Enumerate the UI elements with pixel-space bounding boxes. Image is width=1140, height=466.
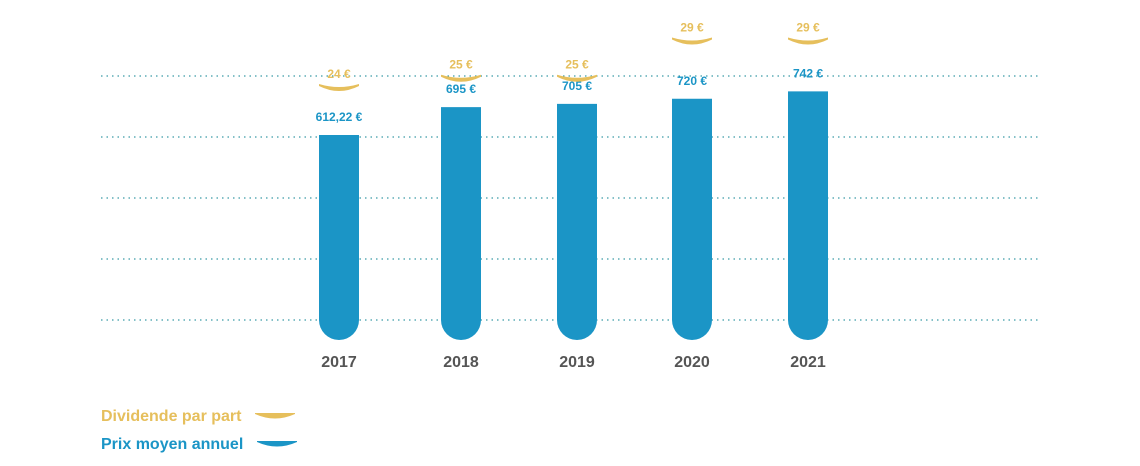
- price-bar: [788, 91, 828, 340]
- dividend-arc: [672, 37, 712, 45]
- x-tick-label: 2020: [674, 354, 710, 371]
- price-data-label: 695 €: [446, 82, 476, 96]
- x-tick-label: 2017: [321, 354, 357, 371]
- x-tick-label: 2018: [443, 354, 479, 371]
- price-data-label: 612,22 €: [316, 110, 363, 124]
- dividend-arc: [788, 37, 828, 45]
- price-data-label: 742 €: [793, 66, 823, 80]
- dividend-data-label: 29 €: [796, 21, 820, 35]
- legend-price-swatch: [257, 441, 298, 447]
- dividend-arc: [441, 74, 481, 82]
- x-tick-label: 2019: [559, 354, 595, 371]
- price-bar: [672, 98, 712, 340]
- dividend-data-label: 25 €: [449, 58, 473, 72]
- price-bar: [441, 107, 481, 340]
- x-tick-label: 2021: [790, 354, 826, 371]
- price-data-label: 705 €: [562, 79, 592, 93]
- legend-dividend: Dividende par part: [101, 408, 296, 426]
- dividend-arc: [319, 84, 359, 91]
- legend-price: Prix moyen annuel: [101, 436, 298, 454]
- legend-price-label: Prix moyen annuel: [101, 436, 244, 453]
- dividend-data-label: 29 €: [680, 21, 704, 35]
- dividend-data-label: 25 €: [565, 58, 589, 72]
- dividend-arc: [557, 74, 597, 82]
- price-bar: [319, 135, 359, 340]
- price-data-label: 720 €: [677, 74, 707, 88]
- legend-dividend-label: Dividende par part: [101, 408, 242, 425]
- legend-dividend-swatch: [255, 413, 296, 419]
- dividend-data-label: 24 €: [327, 67, 351, 81]
- price-bar: [557, 103, 597, 340]
